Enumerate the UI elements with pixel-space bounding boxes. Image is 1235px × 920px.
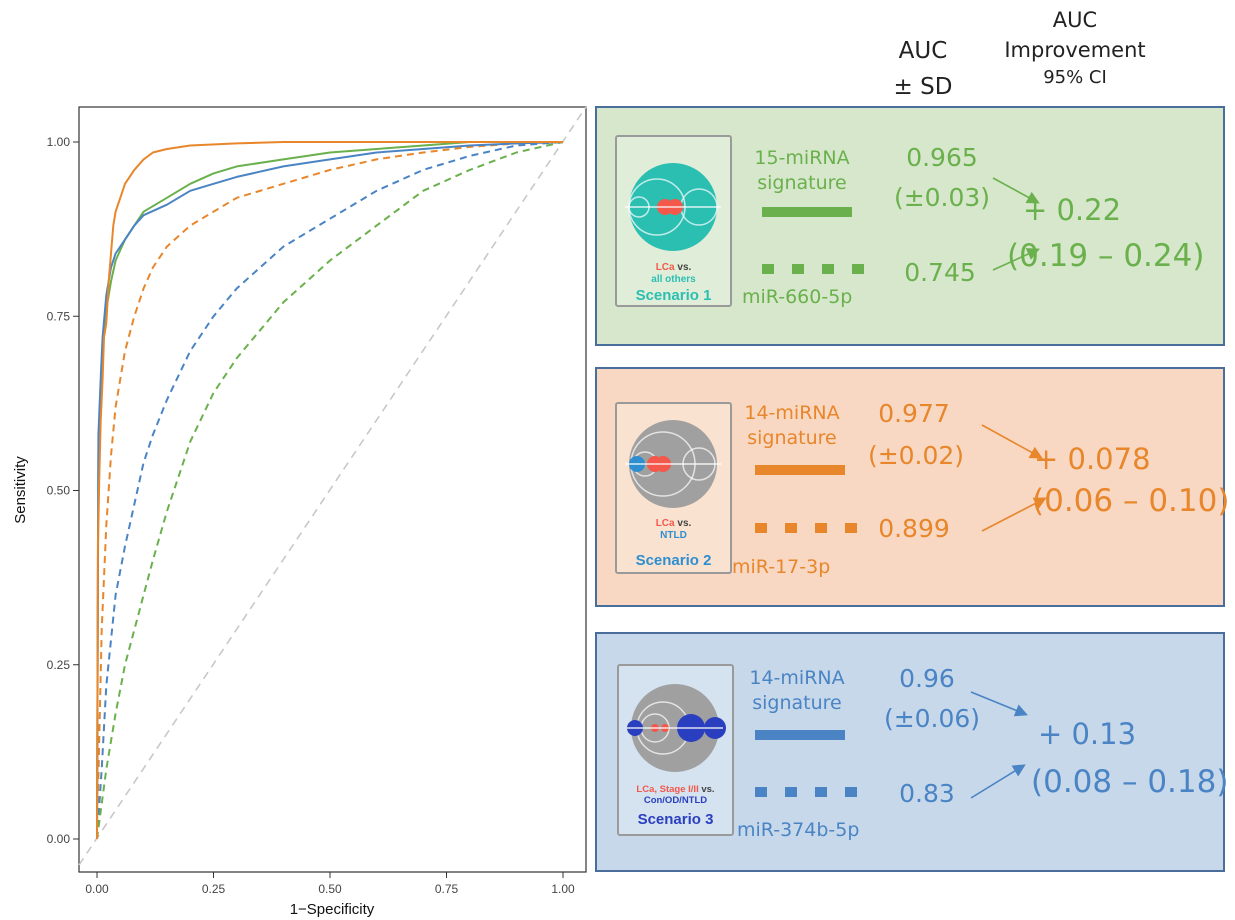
improvement-ci-value: (0.06 – 0.10) [1032, 483, 1230, 519]
x-axis-label: 1−Specificity [290, 901, 375, 918]
roc-curve-dashed [96, 141, 564, 840]
scenario-2-label: Scenario 2 [635, 552, 712, 569]
scenario-1-panel: LCa vs. all others Scenario 1 15-miRNA s… [595, 106, 1225, 346]
scenario-2-icon-card: LCa vs. NTLD Scenario 2 [615, 402, 732, 574]
scenario-1-caption: LCa vs. all others [617, 262, 730, 286]
roc-curve-solid [96, 141, 564, 840]
caption-red-group: LCa, Stage I/II [636, 784, 699, 795]
scenario-3-panel: LCa, Stage I/II vs. Con/OD/NTLD Scenario… [595, 632, 1229, 872]
auc-header-bottom: ± SD [893, 74, 953, 101]
diagonal-reference-line [78, 106, 587, 866]
scenario-1-icon-card: LCa vs. all others Scenario 1 [615, 135, 732, 307]
roc-curve-solid [96, 141, 563, 840]
solid-line-legend [755, 465, 845, 475]
venn-circles-icon [625, 420, 721, 508]
single-mirna-label: miR-660-5p [742, 286, 853, 308]
dashed-line-legend [762, 264, 864, 274]
x-tick-label: 0.00 [85, 882, 109, 896]
improvement-ci-value: (0.08 – 0.18) [1031, 764, 1229, 800]
solid-line-legend [762, 207, 852, 217]
auc-single-value: 0.83 [899, 779, 955, 808]
auc-header-top: AUC [898, 38, 948, 64]
x-tick-label: 1.00 [551, 882, 575, 896]
x-tick-label: 0.50 [318, 882, 342, 896]
auc-improvement-value: + 0.13 [1037, 717, 1137, 751]
caption-vs: vs. [677, 518, 692, 529]
y-tick-label: 0.25 [47, 658, 71, 672]
single-mirna-label: miR-374b-5p [737, 819, 860, 841]
x-tick-label: 0.25 [202, 882, 226, 896]
auc-improvement-value: + 0.078 [1034, 442, 1151, 476]
auc-sd-value: (±0.06) [883, 704, 981, 733]
scenario-3-icon-card: LCa, Stage I/II vs. Con/OD/NTLD Scenario… [617, 664, 734, 836]
signature-line2: signature [752, 691, 842, 714]
y-tick-label: 0.00 [47, 832, 71, 846]
signature-line1: 15-miRNA [754, 147, 850, 169]
y-tick-label: 0.50 [47, 484, 71, 498]
auc-sd-value: (±0.02) [867, 441, 965, 470]
improvement-ci-value: (0.19 – 0.24) [1007, 238, 1205, 274]
auc-signature-value: 0.96 [899, 664, 955, 693]
roc-curve-dashed [96, 141, 564, 840]
arrows [981, 424, 1047, 532]
signature-line2: signature [757, 171, 847, 194]
arrows [970, 691, 1028, 799]
signature-label: 14-miRNA signature [742, 666, 852, 715]
caption-red-group: LCa [655, 262, 675, 273]
x-tick-label: 0.75 [435, 882, 459, 896]
signature-line2: signature [747, 426, 837, 449]
y-tick-label: 0.75 [47, 309, 71, 323]
improvement-header-line2: Improvement [1004, 38, 1146, 63]
caption-vs: vs. [701, 784, 715, 795]
venn-circles-icon [627, 684, 726, 772]
single-mirna-label: miR-17-3p [732, 556, 831, 578]
caption-red-group: LCa [655, 518, 675, 529]
scenario-3-label: Scenario 3 [637, 811, 714, 828]
caption-second-group: NTLD [660, 530, 687, 541]
scenario-1-label: Scenario 1 [635, 287, 712, 304]
auc-single-value: 0.745 [904, 258, 976, 287]
signature-line1: 14-miRNA [749, 667, 845, 689]
solid-line-legend [755, 730, 845, 740]
auc-signature-value: 0.977 [878, 399, 950, 428]
signature-label: 14-miRNA signature [737, 401, 847, 450]
auc-signature-value: 0.965 [906, 143, 978, 172]
roc-chart: 0.00 0.25 0.50 0.75 1.00 0.00 0.25 0.50 0.75 1.0… [12, 106, 587, 918]
arrows [992, 177, 1040, 271]
improvement-header-line1: AUC [1052, 8, 1098, 32]
auc-single-value: 0.899 [878, 514, 950, 543]
caption-second-group: Con/OD/NTLD [643, 795, 708, 807]
caption-second-group: all others [651, 274, 696, 285]
y-axis-label: Sensitivity [12, 456, 29, 524]
scenario-2-caption: LCa vs. NTLD [617, 518, 730, 542]
dashed-line-legend [755, 787, 857, 797]
auc-sd-value: (±0.03) [893, 183, 991, 212]
roc-curve-dashed [96, 141, 564, 840]
venn-circles-icon [625, 163, 721, 251]
signature-label: 15-miRNA signature [747, 146, 857, 195]
improvement-header: AUC Improvement 95% CI [995, 8, 1155, 89]
auc-header: AUC ± SD [888, 38, 958, 101]
y-tick-label: 1.00 [47, 135, 71, 149]
dashed-line-legend [755, 523, 857, 533]
scenario-3-caption: LCa, Stage I/II vs. Con/OD/NTLD [619, 784, 732, 807]
caption-vs: vs. [677, 262, 692, 273]
improvement-header-line3: 95% CI [1043, 67, 1107, 89]
scenario-2-panel: LCa vs. NTLD Scenario 2 14-miRNA signatu… [595, 367, 1229, 607]
signature-line1: 14-miRNA [744, 402, 840, 424]
auc-improvement-value: + 0.22 [1022, 193, 1122, 227]
